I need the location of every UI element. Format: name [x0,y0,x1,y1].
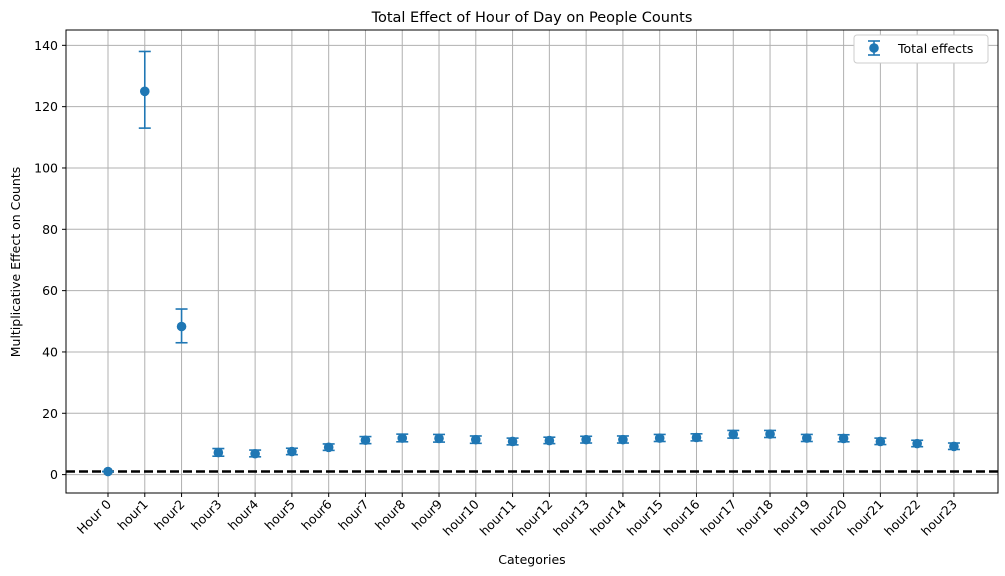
data-point [949,441,959,452]
x-ticks: Hour 0 hour1 hour2 hour3 hour4 hour5 hour6 hour… [74,493,960,539]
x-tick-label: hour15 [624,497,666,539]
data-point-group [727,429,740,440]
data-point [802,433,812,443]
y-tick-label: 140 [34,38,58,53]
data-point-group [800,433,813,443]
data-point [397,433,408,443]
data-point-group [469,434,482,445]
data-point-group [396,433,409,443]
y-tick-label: 120 [34,99,58,114]
data-point [875,436,886,447]
y-tick-label: 40 [42,344,58,359]
legend-marker [868,40,880,56]
data-point-group [506,436,519,447]
data-point-group [175,308,188,344]
x-tick-label: hour8 [372,496,409,533]
data-point [691,432,702,443]
x-tick-label: Hour 0 [74,496,114,536]
data-point [544,435,555,446]
y-tick-label: 80 [42,222,58,237]
y-ticks: 0 20 40 60 80 100 120 140 [34,38,66,482]
x-tick-label: hour18 [734,496,776,538]
x-tick-label: hour17 [697,497,739,539]
grid [66,30,998,493]
data-point-group [911,438,924,449]
data-point-group [653,433,666,443]
x-tick-label: hour5 [262,497,298,533]
data-point [434,433,444,444]
data-point-group [359,435,372,446]
data-point-group [874,436,887,447]
data-layer [102,50,960,477]
y-tick-label: 20 [42,406,58,421]
x-tick-label: hour20 [808,496,850,538]
data-point [728,429,739,440]
x-tick-label: hour13 [550,497,592,539]
data-point-group [947,441,960,452]
data-point [654,433,665,443]
x-tick-label: hour19 [771,496,813,538]
data-point-group [102,466,114,477]
data-point [213,447,224,458]
data-point [471,434,481,445]
data-point-group [285,446,298,457]
x-tick-label: hour22 [881,497,923,539]
data-point [360,435,371,446]
legend: Total effects [853,34,989,64]
data-point [618,434,628,445]
data-point [323,442,334,453]
x-tick-label: hour16 [660,496,702,538]
legend-label: Total effects [897,41,973,56]
x-tick-label: hour23 [918,497,960,539]
x-tick-label: hour1 [114,497,150,533]
x-tick-label: hour4 [225,496,262,533]
data-point-group [322,442,335,453]
y-axis-label: Multiplicative Effect on Counts [8,167,23,358]
data-point-group [580,434,593,445]
data-point [103,466,113,477]
data-point-group [543,435,556,446]
data-point-group [837,433,850,444]
legend-box [853,34,989,64]
data-point [581,434,591,445]
data-point-group [764,429,777,439]
x-tick-label: hour12 [513,497,555,539]
x-tick-label: hour3 [188,497,224,533]
x-tick-label: hour14 [587,496,629,538]
x-tick-label: hour21 [844,497,886,539]
data-point [912,438,922,449]
data-point [176,321,187,332]
data-point [139,86,150,97]
data-point [250,448,260,459]
x-tick-label: hour10 [440,496,482,538]
x-tick-label: hour11 [477,497,519,539]
data-point-group [616,434,629,445]
x-tick-label: hour2 [151,497,187,533]
data-point-group [690,432,703,443]
data-point-group [433,433,446,444]
chart-title: Total Effect of Hour of Day on People Co… [371,10,693,26]
data-point [287,446,297,457]
x-tick-label: hour6 [298,496,335,533]
x-axis-label: Categories [498,552,565,567]
data-point [765,429,775,439]
data-point-group [138,50,151,129]
data-point-group [212,447,225,458]
legend-point [869,43,879,53]
data-point [507,436,518,447]
y-tick-label: 60 [42,283,58,298]
y-tick-label: 0 [50,467,58,482]
plot-frame [65,29,999,494]
y-tick-label: 100 [34,160,58,175]
data-point [838,433,849,444]
data-point-group [249,448,262,459]
x-tick-label: hour7 [335,497,371,533]
